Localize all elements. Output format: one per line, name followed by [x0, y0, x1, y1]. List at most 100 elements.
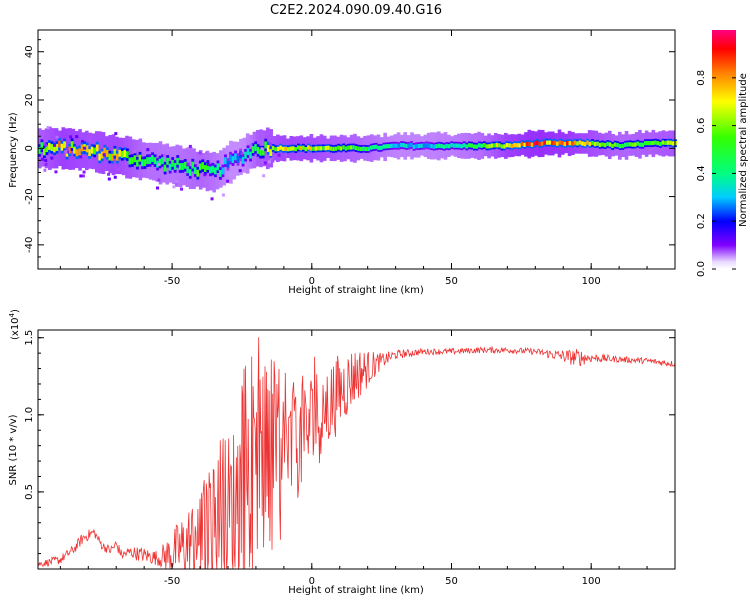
spectrogram-speckle [54, 170, 58, 174]
spectrogram-speckle [283, 154, 287, 158]
spectrogram-core-cell [470, 143, 474, 148]
spectrogram-core-cell [400, 142, 403, 148]
spectrogram-core-cell [525, 141, 529, 147]
spectrogram-core-cell [296, 145, 300, 150]
spectrogram-core-cell [364, 146, 368, 152]
spectrogram-core-cell [646, 140, 650, 146]
spectrogram-core-cell [241, 156, 245, 164]
spectrogram-core-cell [415, 143, 418, 149]
spectrogram-speckle [65, 150, 69, 154]
spectrogram-core-cell [60, 143, 64, 151]
spectrogram-core-cell [654, 140, 657, 145]
spectrogram-core-cell [48, 142, 51, 150]
spectrogram-marks [38, 126, 677, 201]
spectrogram-core-cell [618, 144, 622, 149]
spectrogram-core-cell [131, 157, 134, 165]
spectrogram-core-cell [538, 141, 542, 147]
spectrogram-core-cell [161, 157, 165, 165]
spectrogram-core-cell [455, 143, 459, 148]
spectrogram-core-cell [236, 155, 240, 163]
spectrogram-core-cell [571, 141, 574, 146]
spectrogram-core-cell [417, 144, 421, 149]
spectrogram-core-cell [616, 142, 620, 148]
snr-y-tick-label: 1.0 [24, 407, 35, 423]
spectrogram-core-cell [367, 146, 371, 152]
spectrogram-core-cell [148, 157, 152, 164]
snr-scale-exponent: 4 [8, 312, 16, 317]
colorbar-label: Normalized spectral amplitude [738, 73, 749, 227]
spectrogram-speckle [277, 153, 281, 157]
spectrogram-core-cell [211, 165, 215, 173]
spectrogram-core-cell [490, 143, 494, 148]
spectrogram-speckle [50, 156, 54, 160]
spectrogram-core-cell [284, 146, 288, 151]
spectrogram-core-cell [208, 166, 212, 174]
spectrogram-core-cell [251, 146, 255, 154]
spectrogram-core-cell [176, 157, 180, 165]
spectrogram-x-tick-label: -50 [164, 276, 180, 287]
spectrogram-core-cell [93, 147, 97, 155]
spectrogram-core-cell [264, 141, 268, 149]
spectrogram-core-cell [581, 141, 584, 146]
spectrogram-core-cell [631, 142, 635, 147]
spectrogram-core-cell [596, 141, 600, 146]
spectrogram-core-cell [136, 159, 139, 167]
spectrogram-speckle [175, 180, 179, 184]
spectrogram-speckle [79, 174, 83, 178]
spectrogram-x-tick-label: 100 [582, 276, 601, 287]
spectrogram-speckle [249, 139, 253, 143]
spectrogram-core-cell [168, 163, 172, 171]
spectrogram-core-cell [452, 143, 456, 148]
spectrogram-core-cell [550, 141, 554, 146]
spectrogram-core-cell [641, 142, 645, 147]
spectrogram-core-cell [138, 154, 142, 162]
spectrogram-core-cell [475, 144, 479, 149]
snr-x-ticks: -50 0 50 100 [59, 330, 676, 587]
spectrogram-core-cell [352, 145, 356, 150]
spectrogram-core-cell [75, 149, 79, 157]
colorbar-tick-label: 0.8 [696, 70, 707, 86]
spectrogram-speckle [174, 182, 178, 186]
spectrogram-core-cell [286, 147, 290, 152]
spectrogram-core-cell [98, 153, 102, 161]
spectrogram-core-cell [430, 144, 434, 149]
spectrogram-core-cell [593, 141, 597, 147]
spectrogram-core-cell [173, 162, 177, 170]
spectrogram-core-cell [445, 143, 449, 149]
spectrogram-core-cell [234, 153, 237, 161]
spectrogram-panel: -50 0 50 100 -40 -20 0 20 40 Height of straight… [8, 29, 677, 296]
spectrogram-core-cell [53, 145, 56, 153]
spectrogram-core-cell [478, 143, 481, 148]
spectrogram-speckle [267, 160, 271, 164]
spectrogram-core-cell [518, 143, 522, 148]
spectrogram-core-cell [601, 142, 605, 147]
spectrogram-core-cell [143, 159, 147, 167]
spectrogram-y-tick-label: 40 [24, 45, 35, 58]
spectrogram-core-cell [545, 140, 549, 145]
spectrogram-core-cell [520, 141, 524, 147]
spectrogram-core-cell [412, 144, 416, 149]
spectrogram-speckle [163, 154, 167, 158]
spectrogram-core-cell [128, 157, 132, 165]
spectrogram-core-cell [649, 141, 652, 146]
spectrogram-core-cell [465, 144, 469, 149]
spectrogram-core-cell [533, 141, 537, 146]
spectrogram-speckle [172, 185, 176, 189]
spectrogram-core-cell [216, 163, 220, 171]
spectrogram-core-cell [244, 151, 247, 159]
spectrogram-speckle [157, 163, 161, 167]
spectrogram-core-cell [347, 145, 351, 150]
spectrogram-core-cell [548, 140, 552, 145]
spectrogram-core-cell [191, 161, 195, 169]
colorbar: 0.0 0.2 0.4 0.6 0.8 Normalized spectral ampl… [696, 30, 749, 277]
spectrogram-core-cell [103, 147, 107, 155]
spectrogram-speckle [204, 151, 208, 155]
spectrogram-speckle [41, 157, 45, 161]
spectrogram-speckle [81, 174, 85, 178]
spectrogram-core-cell [334, 146, 338, 151]
spectrogram-core-cell [628, 142, 632, 147]
spectrogram-core-cell [603, 142, 607, 148]
spectrogram-core-cell [163, 164, 167, 172]
spectrogram-core-cell [384, 144, 388, 149]
